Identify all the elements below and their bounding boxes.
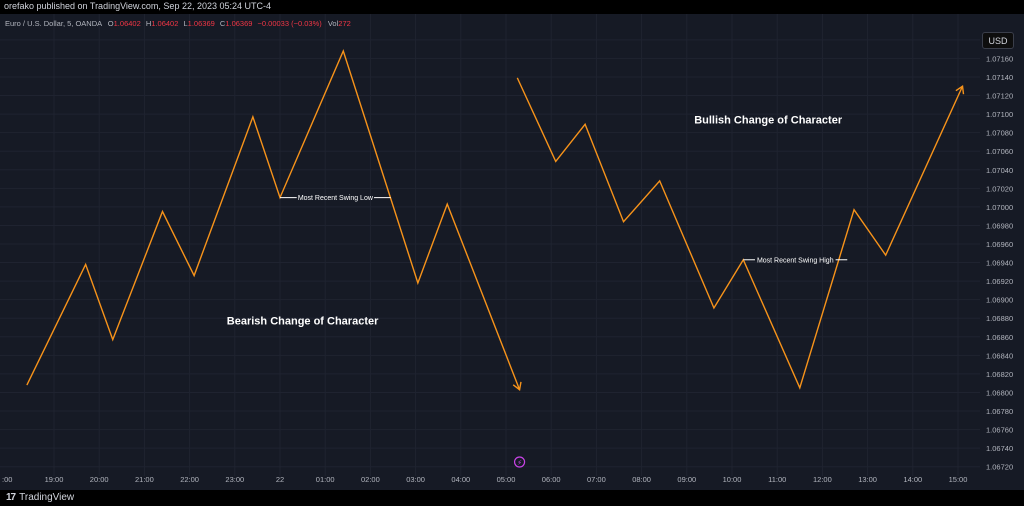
x-tick-label: 19:00 [45,475,64,484]
arrowhead [955,85,965,95]
y-tick-label: 1.06940 [986,259,1013,268]
arrowhead [512,381,522,391]
y-tick-label: 1.06920 [986,277,1013,286]
x-tick-label: 02:00 [361,475,380,484]
y-tick-label: 1.06800 [986,388,1013,397]
y-tick-label: 1.06740 [986,444,1013,453]
attribution-text: orefako published on TradingView.com, Se… [4,1,272,11]
change-of-character-label: Bearish Change of Character [227,316,379,328]
x-tick-label: 20:00 [90,475,109,484]
legend-low: 1.06369 [188,19,215,28]
legend-change: −0.00033 (−0.03%) [258,19,323,28]
legend-symbol: Euro / U.S. Dollar, 5, OANDA [5,19,102,28]
x-tick-label: 05:00 [497,475,516,484]
footer-bar: 17 TradingView [0,490,1024,506]
event-marker-glyph: ⚡ [517,459,522,467]
y-tick-label: 1.06900 [986,296,1013,305]
x-tick-label-partial: :00 [2,475,12,484]
y-tick-label: 1.06820 [986,370,1013,379]
legend-vol-label: Vol [328,19,339,28]
x-tick-label: 07:00 [587,475,606,484]
series-lines [26,48,965,391]
chart-area[interactable]: 1.071801.071601.071401.071201.071001.070… [0,14,1024,490]
x-tick-label: 10:00 [723,475,742,484]
annotations: Bearish Change of Character Bullish Chang… [227,114,848,468]
price-axis-background [980,14,1024,490]
legend-vol: 272 [338,19,351,28]
legend-close-label: C [220,19,226,28]
x-tick-label: 04:00 [451,475,470,484]
symbol-legend: Euro / U.S. Dollar, 5, OANDA O1.06402 H1… [5,19,351,28]
currency-button[interactable]: USD [982,32,1014,49]
brand-name: TradingView [19,492,75,503]
x-tick-label: 12:00 [813,475,832,484]
x-tick-label: 14:00 [903,475,922,484]
attribution-bar: orefako published on TradingView.com, Se… [0,0,1024,14]
svg-text:Euro / U.S. Dollar, 5, OANDA: Euro / U.S. Dollar, 5, OANDA O1.06402 H1… [5,19,351,28]
x-tick-label: 15:00 [949,475,968,484]
legend-close: 1.06369 [225,19,252,28]
x-tick-label: 21:00 [135,475,154,484]
legend-open: 1.06402 [114,19,141,28]
y-tick-label: 1.07000 [986,203,1013,212]
y-tick-label: 1.06840 [986,351,1013,360]
y-tick-label: 1.07100 [986,110,1013,119]
y-tick-label: 1.06780 [986,407,1013,416]
x-tick-label: 03:00 [406,475,425,484]
y-tick-label: 1.07160 [986,54,1013,63]
time-axis[interactable]: 19:00 20:00 21:00 22:00 23:00 22 01:00 02:00 03:… [2,475,967,484]
x-tick-label: 13:00 [858,475,877,484]
y-tick-label: 1.06960 [986,240,1013,249]
change-of-character-label: Bullish Change of Character [694,114,843,126]
x-tick-label: 23:00 [225,475,244,484]
x-tick-label: 11:00 [768,475,786,484]
chart-svg[interactable]: 1.071801.071601.071401.071201.071001.070… [0,14,1024,490]
y-tick-label: 1.07120 [986,92,1013,101]
swing-label: Most Recent Swing High [757,257,834,264]
y-tick-label: 1.07020 [986,184,1013,193]
legend-low-label: L [184,19,188,28]
tradingview-logo-icon: 17 [6,492,16,503]
y-tick-label: 1.07040 [986,166,1013,175]
y-tick-label: 1.06860 [986,333,1013,342]
y-tick-label: 1.06880 [986,314,1013,323]
swing-label: Most Recent Swing Low [298,195,374,202]
legend-open-label: O [108,19,114,28]
grid [0,14,980,476]
brand[interactable]: 17 TradingView [6,492,74,503]
x-tick-label: 22 [276,475,284,484]
y-tick-label: 1.06760 [986,426,1013,435]
event-marker-icon[interactable] [513,456,526,468]
x-tick-label: 08:00 [632,475,651,484]
x-tick-label: 09:00 [677,475,696,484]
x-tick-label: 06:00 [542,475,561,484]
series-line [26,48,521,390]
y-tick-label: 1.06720 [986,463,1013,472]
legend-high-label: H [146,19,151,28]
y-tick-label: 1.07060 [986,147,1013,156]
legend-high: 1.06402 [151,19,178,28]
y-tick-label: 1.06980 [986,221,1013,230]
y-tick-label: 1.07080 [986,129,1013,138]
x-tick-label: 22:00 [180,475,199,484]
x-tick-label: 01:00 [316,475,335,484]
y-tick-label: 1.07140 [986,73,1013,82]
